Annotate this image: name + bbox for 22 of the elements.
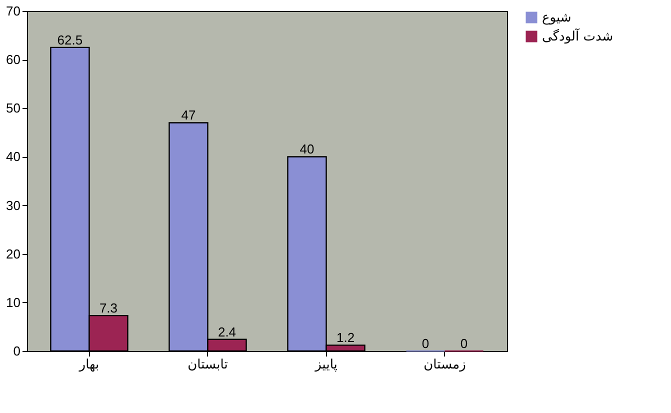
y-tick-label: 10 [6,294,20,310]
data-label: 2.4 [218,324,236,340]
y-tick-label: 50 [6,100,20,116]
data-label: 7.3 [99,300,118,316]
x-tick-label: بهار [78,358,100,372]
legend-label: شیوع [542,10,572,26]
y-tick-label: 70 [6,4,20,18]
x-tick-label: پاییز [314,358,338,372]
x-tick-label: زمستان [424,358,466,372]
x-tick-label: تابستان [188,358,228,372]
data-label: 62.5 [57,32,83,48]
y-tick-label: 0 [13,344,20,358]
data-label: 47 [181,108,196,123]
legend-label: شدت آلودگی [542,28,614,44]
data-label: 40 [300,142,314,157]
y-tick-label: 30 [6,198,20,213]
y-tick-label: 20 [6,246,20,262]
y-tick-label: 40 [6,149,20,164]
y-tick-label: 60 [6,52,20,68]
data-label: 1.2 [336,330,355,346]
data-label: 0 [422,336,430,351]
data-label: 0 [460,336,468,351]
